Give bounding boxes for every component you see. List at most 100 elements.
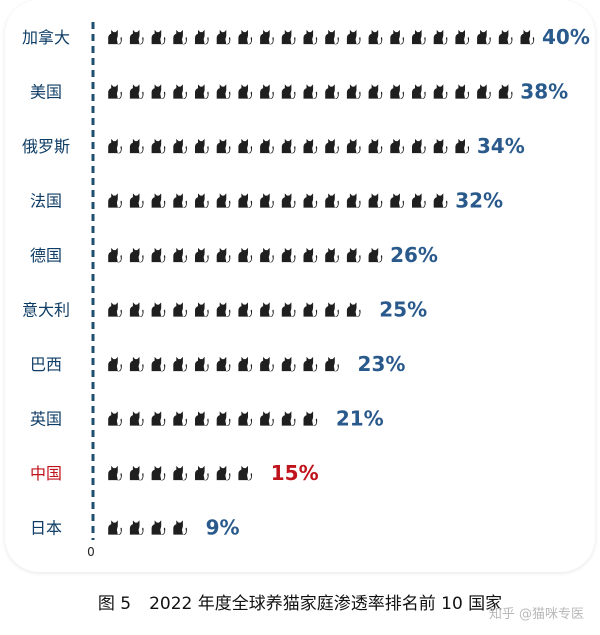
cat-icon bbox=[346, 302, 361, 317]
cat-icon bbox=[477, 84, 491, 99]
cat-icon bbox=[108, 302, 122, 317]
cat-icon bbox=[195, 29, 209, 45]
cat-icon bbox=[216, 411, 231, 426]
cat-icon bbox=[325, 84, 339, 99]
value-label: 23% bbox=[358, 352, 406, 376]
cat-icon bbox=[412, 84, 426, 99]
cat-icon bbox=[260, 193, 274, 208]
cat-icon bbox=[281, 138, 296, 154]
cat-icon bbox=[129, 520, 144, 535]
cat-icon bbox=[216, 247, 231, 263]
cat-icon bbox=[108, 520, 122, 535]
cat-icon bbox=[325, 356, 339, 372]
value-label: 40% bbox=[542, 25, 590, 49]
cat-icon bbox=[151, 247, 166, 263]
cat-icon bbox=[173, 356, 187, 372]
category-label: 德国 bbox=[30, 246, 62, 265]
value-label: 9% bbox=[206, 516, 240, 540]
cat-icon bbox=[368, 138, 383, 154]
cat-icon bbox=[238, 411, 253, 426]
cat-icon bbox=[173, 84, 187, 99]
category-label: 日本 bbox=[30, 519, 62, 538]
cat-icon bbox=[108, 193, 122, 208]
cat-icon bbox=[173, 29, 187, 45]
category-label: 俄罗斯 bbox=[22, 137, 70, 156]
icon-row bbox=[108, 465, 253, 481]
icon-row bbox=[108, 520, 187, 535]
cat-icon bbox=[216, 302, 231, 317]
cat-icon bbox=[325, 247, 339, 263]
cat-icon bbox=[281, 302, 296, 317]
icon-row bbox=[108, 411, 318, 426]
cat-icon bbox=[433, 193, 448, 208]
icon-row bbox=[108, 247, 383, 263]
cat-icon bbox=[260, 302, 274, 317]
value-label: 15% bbox=[271, 461, 319, 485]
cat-icon bbox=[281, 356, 296, 372]
value-label: 32% bbox=[455, 189, 503, 213]
cat-icon bbox=[129, 411, 144, 426]
icon-row bbox=[108, 356, 339, 372]
cat-icon bbox=[173, 138, 187, 154]
cat-icon bbox=[455, 29, 470, 45]
cat-icon bbox=[260, 247, 274, 263]
cat-icon bbox=[108, 138, 122, 154]
cat-icon bbox=[477, 29, 491, 45]
cat-icon bbox=[412, 29, 426, 45]
figure-caption: 图 5 2022 年度全球养猫家庭渗透率排名前 10 国家 bbox=[0, 589, 600, 614]
cat-icon bbox=[433, 138, 448, 154]
figure-title: 2022 年度全球养猫家庭渗透率排名前 10 国家 bbox=[149, 594, 503, 614]
cat-icon bbox=[303, 138, 318, 154]
cat-icon bbox=[498, 29, 513, 45]
cat-icon bbox=[368, 193, 383, 208]
cat-icon bbox=[108, 411, 122, 426]
cat-icon bbox=[260, 29, 274, 45]
cat-icon bbox=[216, 193, 231, 208]
cat-icon bbox=[346, 247, 361, 263]
cat-icon bbox=[260, 356, 274, 372]
cat-icon bbox=[455, 84, 470, 99]
cat-icon bbox=[108, 29, 122, 45]
cat-icon bbox=[281, 411, 296, 426]
cat-icon bbox=[216, 138, 231, 154]
cat-icon bbox=[151, 29, 166, 45]
cat-icon bbox=[368, 84, 383, 99]
cat-icon bbox=[390, 29, 404, 45]
category-label: 美国 bbox=[30, 83, 62, 102]
cat-icon bbox=[195, 84, 209, 99]
cat-icon bbox=[129, 29, 144, 45]
cat-icon bbox=[325, 29, 339, 45]
cat-icon bbox=[173, 520, 187, 535]
category-label: 意大利 bbox=[22, 301, 70, 320]
cat-icon bbox=[238, 193, 253, 208]
value-label: 25% bbox=[379, 298, 427, 322]
cat-icon bbox=[151, 411, 166, 426]
cat-icon bbox=[173, 411, 187, 426]
cat-icon bbox=[151, 138, 166, 154]
cat-icon bbox=[238, 247, 253, 263]
cat-icon bbox=[108, 84, 122, 99]
cat-icon bbox=[303, 84, 318, 99]
cat-icon bbox=[173, 302, 187, 317]
cat-icon bbox=[455, 138, 470, 154]
cat-icon bbox=[216, 84, 231, 99]
cat-icon bbox=[151, 520, 166, 535]
cat-icon bbox=[498, 84, 513, 99]
cat-icon bbox=[151, 84, 166, 99]
cat-icon bbox=[151, 465, 166, 481]
axis-origin-label: 0 bbox=[87, 545, 95, 559]
cat-icon bbox=[412, 193, 426, 208]
cat-icon bbox=[520, 29, 535, 45]
cat-icon bbox=[195, 193, 209, 208]
value-label: 38% bbox=[520, 80, 568, 104]
cat-icon bbox=[346, 84, 361, 99]
cat-icon bbox=[238, 138, 253, 154]
cat-icon bbox=[108, 356, 122, 372]
cat-icon bbox=[195, 302, 209, 317]
cat-icon bbox=[303, 29, 318, 45]
cat-icon bbox=[260, 84, 274, 99]
pictograph-chart: 0 加拿大 40% 美国 38% 俄罗斯 34% 法国 32% 德国 26% 意大利 25% 巴西 23% 英… bbox=[22, 22, 590, 559]
icon-row bbox=[108, 29, 535, 45]
watermark: 知乎 @猫咪专医 bbox=[488, 607, 584, 622]
cat-icon bbox=[129, 84, 144, 99]
